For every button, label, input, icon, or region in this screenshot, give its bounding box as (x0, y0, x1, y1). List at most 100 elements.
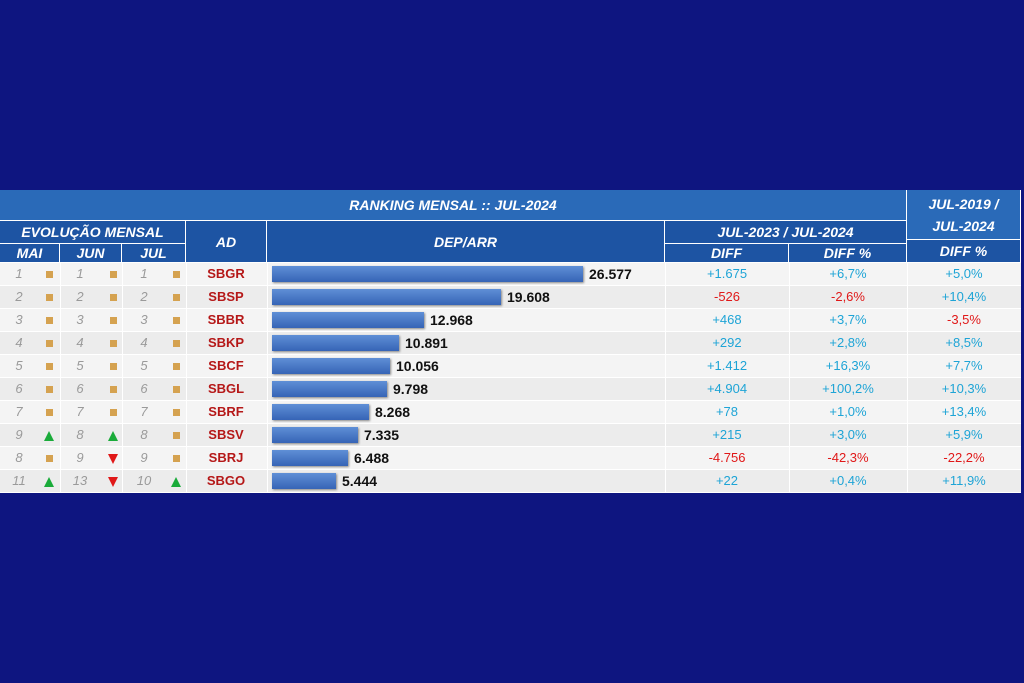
month-jul-header: JUL (122, 244, 186, 263)
indicator-jun (106, 378, 120, 400)
indicator-mai (42, 263, 56, 285)
bar (272, 358, 390, 374)
rank-mai: 11 (12, 473, 26, 488)
indicator-jul (169, 355, 183, 377)
table-row: 4 4 4 SBKP 10.891 +292 +2,8% +8,5% (0, 332, 1021, 355)
table-row: 11 13 10 SBGO 5.444 +22 +0,4% +11,9% (0, 470, 1021, 493)
bar-value-label: 9.798 (393, 381, 429, 397)
bar-value-label: 6.488 (354, 450, 390, 466)
ad-header: AD (186, 221, 267, 263)
table-row: 6 6 6 SBGL 9.798 +4.904 +100,2% +10,3% (0, 378, 1021, 401)
diff-pct-b-value: +5,9% (945, 427, 983, 442)
table-row: 5 5 5 SBCF 10.056 +1.412 +16,3% +7,7% (0, 355, 1021, 378)
indicator-jul (169, 286, 183, 308)
rank-jun: 3 (76, 312, 84, 327)
bar (272, 312, 424, 328)
square-icon (172, 386, 180, 393)
diff-value: +292 (712, 335, 742, 350)
indicator-jun (106, 401, 120, 423)
bar-value-label: 10.056 (396, 358, 439, 374)
indicator-mai (42, 286, 56, 308)
square-icon (45, 363, 53, 370)
arrow-up-icon (108, 430, 118, 441)
airport-code: SBSP (208, 289, 244, 304)
square-icon (172, 409, 180, 416)
rank-jul: 5 (140, 358, 148, 373)
month-jun-header: JUN (60, 244, 122, 263)
airport-code: SBRJ (208, 450, 244, 465)
rank-mai: 1 (15, 266, 23, 281)
diff-value: +215 (712, 427, 742, 442)
ranking-title: RANKING MENSAL :: JUL-2024 (0, 190, 907, 221)
indicator-jun (106, 332, 120, 354)
period-a-header: JUL-2023 / JUL-2024 (665, 221, 907, 244)
rank-jun: 2 (76, 289, 84, 304)
diff-value: +1.412 (706, 358, 748, 373)
indicator-jun (106, 424, 120, 446)
square-icon (45, 340, 53, 347)
table-row: 1 1 1 SBGR 26.577 +1.675 +6,7% +5,0% (0, 263, 1021, 286)
indicator-jun (106, 355, 120, 377)
rank-mai: 7 (15, 404, 23, 419)
square-icon (172, 271, 180, 278)
square-icon (172, 363, 180, 370)
indicator-mai (42, 378, 56, 400)
square-icon (172, 455, 180, 462)
square-icon (45, 455, 53, 462)
bar-value-label: 10.891 (405, 335, 448, 351)
airport-code: SBGR (207, 266, 245, 281)
ranking-table: RANKING MENSAL :: JUL-2024 JUL-2019 / JU… (0, 190, 1021, 493)
rank-jun: 4 (76, 335, 84, 350)
airport-code: SBCF (208, 358, 244, 373)
rank-jun: 8 (76, 427, 84, 442)
table-row: 2 2 2 SBSP 19.608 -526 -2,6% +10,4% (0, 286, 1021, 309)
bar (272, 473, 336, 489)
rank-mai: 5 (15, 358, 23, 373)
square-icon (172, 317, 180, 324)
bar (272, 335, 399, 351)
rank-jul: 4 (140, 335, 148, 350)
square-icon (109, 409, 117, 416)
bar-value-label: 7.335 (364, 427, 400, 443)
indicator-jul (169, 332, 183, 354)
bar (272, 289, 501, 305)
square-icon (172, 340, 180, 347)
airport-code: SBSV (208, 427, 244, 442)
arrow-down-icon (108, 476, 118, 487)
diff-pct-b-value: +5,0% (945, 266, 983, 281)
rank-mai: 3 (15, 312, 23, 327)
diff-pct-header: DIFF % (789, 244, 907, 263)
diff-pct-value: -42,3% (827, 450, 869, 465)
square-icon (45, 294, 53, 301)
bar-value-label: 5.444 (342, 473, 378, 489)
diff-value: -526 (713, 289, 741, 304)
diff-pct-b-header: DIFF % (907, 240, 1021, 263)
bar (272, 404, 369, 420)
rank-mai: 4 (15, 335, 23, 350)
square-icon (109, 271, 117, 278)
indicator-jul (169, 401, 183, 423)
square-icon (109, 294, 117, 301)
indicator-mai (42, 447, 56, 469)
bar-value-label: 19.608 (507, 289, 550, 305)
bar-value-label: 12.968 (430, 312, 473, 328)
airport-code: SBRF (208, 404, 244, 419)
square-icon (109, 317, 117, 324)
rank-jun: 1 (76, 266, 84, 281)
period-b-line1: JUL-2019 / (928, 195, 999, 212)
bar-value-label: 8.268 (375, 404, 411, 420)
arrow-up-icon (171, 476, 181, 487)
rank-jun: 13 (72, 473, 88, 488)
diff-value: +4.904 (706, 381, 748, 396)
indicator-jun (106, 286, 120, 308)
period-b-header: JUL-2019 / JUL-2024 (907, 190, 1021, 240)
rank-mai: 8 (15, 450, 23, 465)
airport-code: SBKP (207, 335, 245, 350)
indicator-jul (169, 470, 183, 492)
diff-pct-b-value: +13,4% (941, 404, 987, 419)
diff-pct-value: +6,7% (829, 266, 867, 281)
arrow-up-icon (44, 476, 54, 487)
airport-code: SBGL (207, 381, 245, 396)
table-row: 8 9 9 SBRJ 6.488 -4.756 -42,3% -22,2% (0, 447, 1021, 470)
diff-value: -4.756 (708, 450, 746, 465)
